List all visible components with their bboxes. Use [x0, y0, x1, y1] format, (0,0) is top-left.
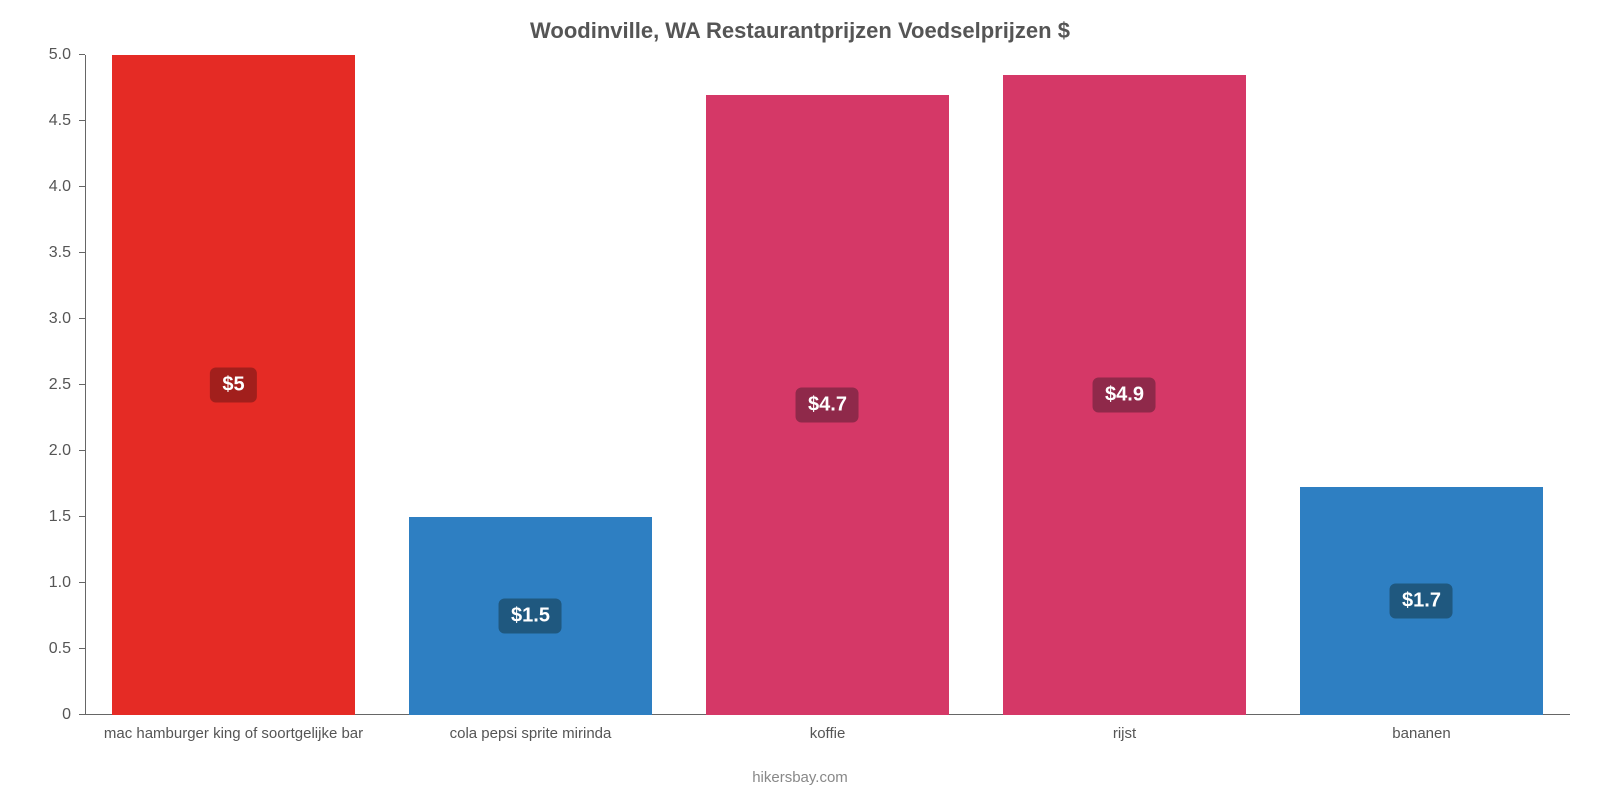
y-tick-mark	[79, 384, 85, 385]
bar-value-label: $1.5	[499, 599, 562, 634]
y-tick-label: 1.5	[49, 508, 85, 526]
y-tick-mark	[79, 252, 85, 253]
y-tick-mark	[79, 450, 85, 451]
bar: $5	[112, 55, 356, 715]
bar-value-label: $4.7	[796, 387, 859, 422]
x-category-label: koffie	[810, 715, 846, 742]
y-tick-mark	[79, 54, 85, 55]
y-tick-label: 2.5	[49, 376, 85, 394]
y-tick-label: 4.5	[49, 112, 85, 130]
y-tick-mark	[79, 516, 85, 517]
bars-group: $5 $1.5 $4.7 $4.9 $1.7	[85, 55, 1570, 715]
y-tick-mark	[79, 318, 85, 319]
bar: $1.7	[1300, 487, 1544, 715]
x-category-label: cola pepsi sprite mirinda	[450, 715, 612, 742]
y-tick-label: 5.0	[49, 46, 85, 64]
y-tick-label: 2.0	[49, 442, 85, 460]
y-tick-label: 3.5	[49, 244, 85, 262]
y-tick-label: 1.0	[49, 574, 85, 592]
y-tick-mark	[79, 582, 85, 583]
y-tick-mark	[79, 648, 85, 649]
source-attribution: hikersbay.com	[0, 769, 1600, 786]
price-bar-chart: Woodinville, WA Restaurantprijzen Voedse…	[0, 0, 1600, 800]
y-tick-label: 0	[62, 706, 85, 724]
bar-value-label: $5	[210, 368, 256, 403]
y-tick-mark	[79, 714, 85, 715]
x-category-label: bananen	[1392, 715, 1450, 742]
y-tick-label: 4.0	[49, 178, 85, 196]
bar: $4.7	[706, 95, 950, 715]
y-tick-label: 3.0	[49, 310, 85, 328]
bar-value-label: $1.7	[1390, 583, 1453, 618]
chart-title: Woodinville, WA Restaurantprijzen Voedse…	[0, 18, 1600, 44]
x-category-label: mac hamburger king of soortgelijke bar	[104, 715, 363, 742]
y-tick-mark	[79, 186, 85, 187]
bar: $4.9	[1003, 75, 1247, 715]
y-tick-label: 0.5	[49, 640, 85, 658]
x-category-label: rijst	[1113, 715, 1136, 742]
y-tick-mark	[79, 120, 85, 121]
bar-value-label: $4.9	[1093, 377, 1156, 412]
bar: $1.5	[409, 517, 653, 715]
plot-area: $5$1.5$4.7$4.9$1.7 00.51.01.52.02.53.03.…	[85, 55, 1570, 715]
